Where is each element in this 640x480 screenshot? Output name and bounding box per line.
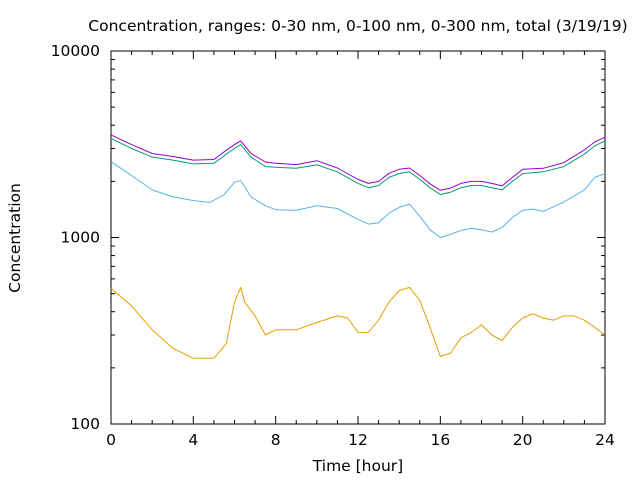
series-line-3 [110,137,606,195]
x-tick-label: 20 [513,431,533,449]
y-tick-labels: 100 1000 10000 [51,42,100,433]
y-tick-label: 100 [70,415,100,433]
series-line-2 [110,161,606,238]
x-tick-label: 4 [188,431,198,449]
y-tick-label: 10000 [51,42,100,60]
x-tick-label: 16 [430,431,450,449]
x-tick-labels: 0 4 8 12 16 20 24 [106,431,615,449]
x-tick-label: 12 [348,431,368,449]
x-axis-label: Time [hour] [312,457,403,475]
chart-title: Concentration, ranges: 0-30 nm, 0-100 nm… [88,17,627,35]
x-tick-label: 0 [106,431,116,449]
series-layer [110,134,606,359]
y-tick-label: 1000 [61,229,100,247]
plot-frame [110,50,606,425]
y-axis-label: Concentration [6,183,24,293]
x-tick-label: 8 [271,431,281,449]
axis-ticks [110,50,606,425]
x-tick-label: 24 [595,431,615,449]
series-line-1 [110,286,606,359]
series-line-4 [110,134,606,191]
